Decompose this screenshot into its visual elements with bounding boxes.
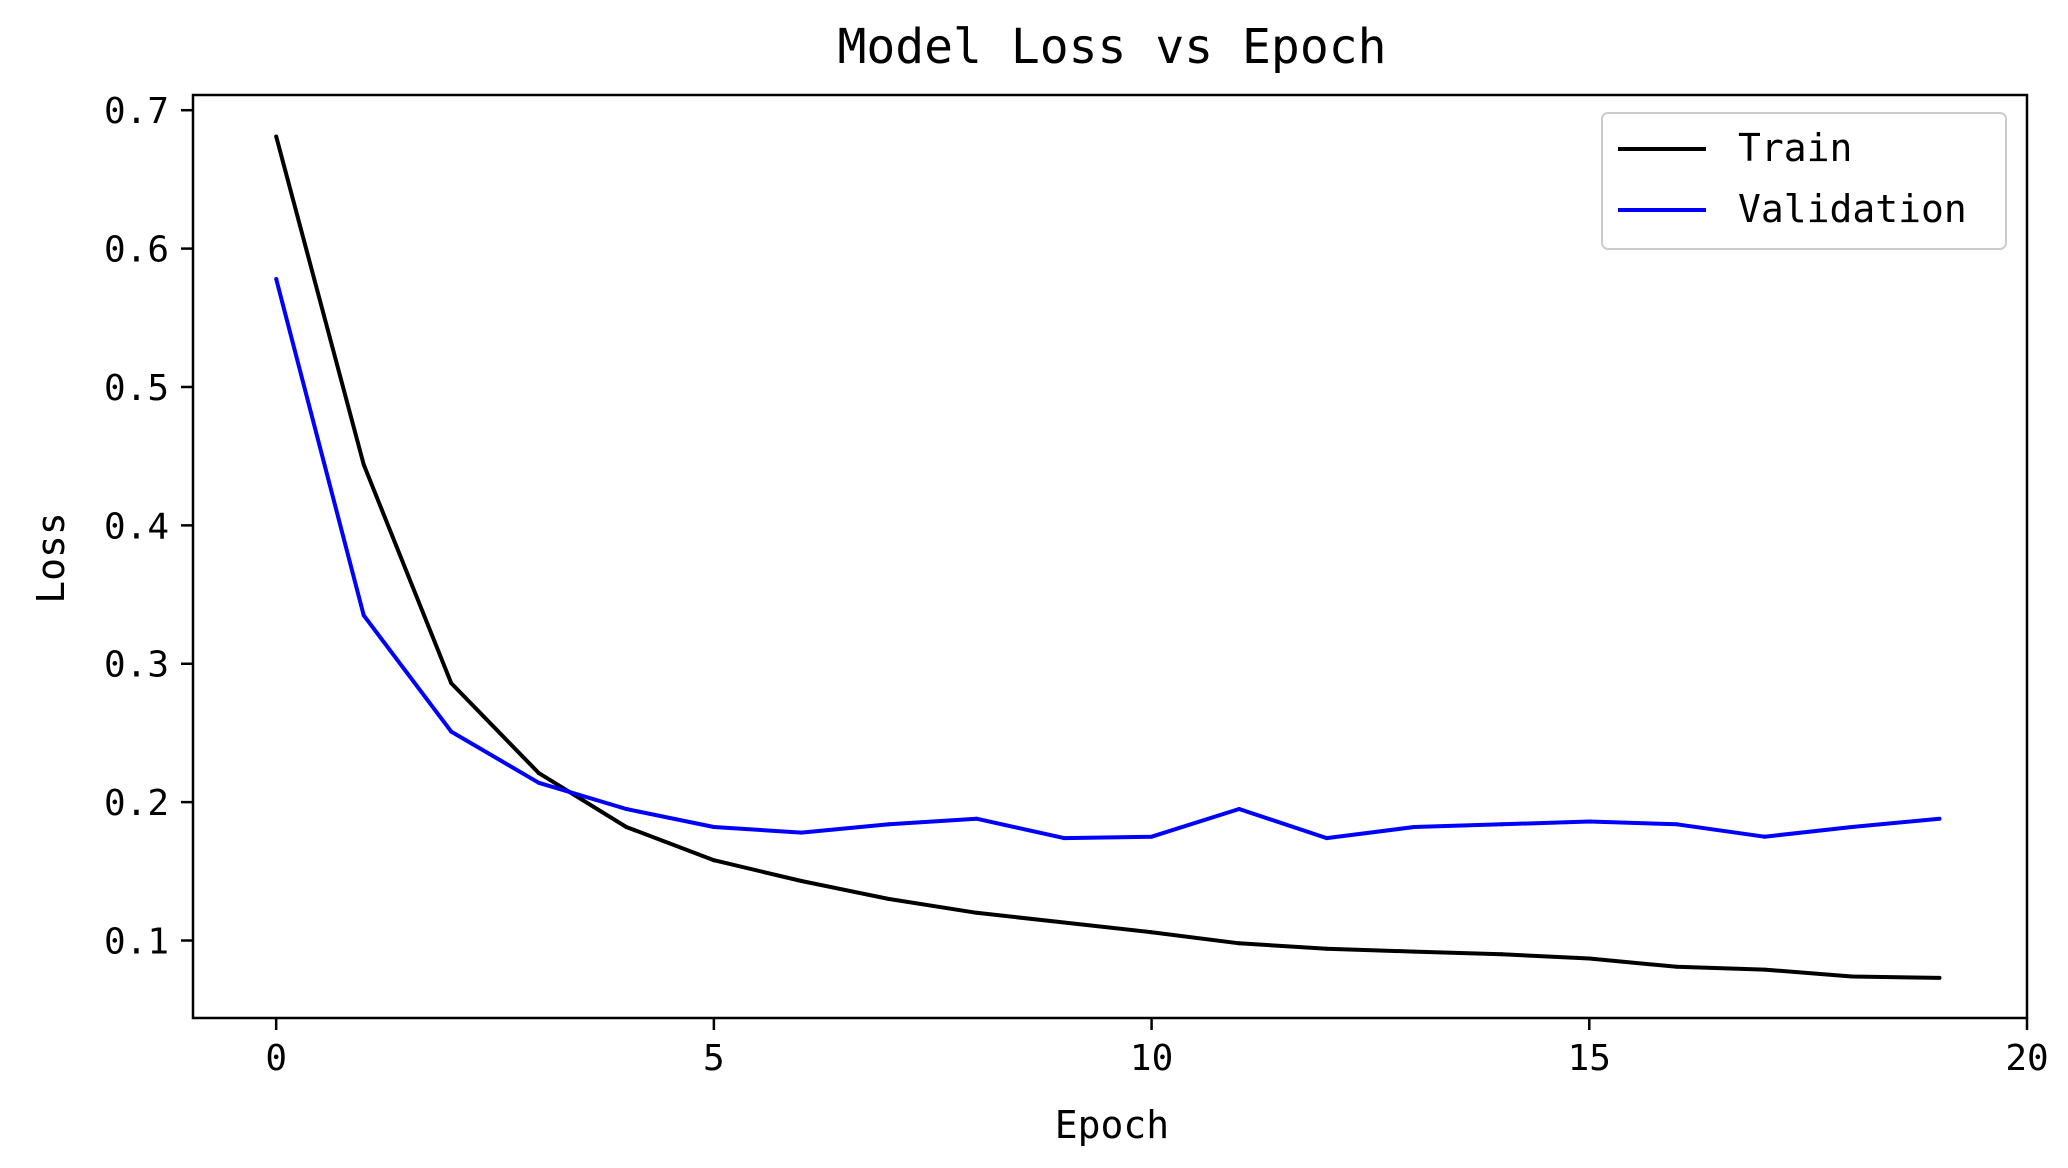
validation-data-point — [799, 830, 804, 835]
train-data-point — [974, 910, 979, 915]
train-data-point — [711, 858, 716, 863]
validation-data-point — [536, 780, 541, 785]
validation-data-point — [1937, 816, 1942, 821]
train-data-point — [1062, 920, 1066, 925]
train-data-point — [274, 134, 279, 139]
train-data-point — [449, 681, 454, 686]
lines-layer — [274, 134, 1942, 980]
y-tick-label: 0.6 — [104, 230, 169, 271]
train-data-point — [536, 771, 541, 776]
validation-data-point — [361, 613, 366, 618]
train-data-point — [1937, 975, 1942, 980]
train-data-point — [624, 825, 629, 829]
validation-data-point — [1149, 834, 1154, 839]
validation-data-point — [887, 822, 891, 827]
x-tick-label: 15 — [1568, 1038, 1611, 1079]
train-data-point — [887, 897, 891, 901]
validation-data-point — [1062, 836, 1066, 841]
train-data-point — [1762, 967, 1767, 972]
train-data-point — [361, 462, 366, 467]
train-data-point — [1149, 930, 1154, 935]
x-tick-label: 10 — [1130, 1038, 1173, 1079]
validation-data-point — [1849, 825, 1854, 829]
y-tick-label: 0.1 — [104, 922, 169, 963]
y-tick-label: 0.4 — [104, 506, 169, 547]
train-data-point — [1499, 952, 1504, 957]
plot-frame — [191, 93, 2029, 1020]
validation-series-line — [274, 278, 1940, 841]
validation-data-point — [1237, 807, 1242, 811]
train-data-point — [799, 879, 804, 883]
validation-data-point — [1762, 834, 1767, 839]
validation-data-point — [1587, 819, 1592, 824]
legend: Train Validation — [1601, 112, 2007, 250]
validation-data-point — [1674, 822, 1679, 827]
chart-title: Model Loss vs Epoch — [837, 19, 1386, 75]
train-data-point — [1237, 941, 1242, 946]
legend-validation-label: Validation — [1738, 187, 1967, 231]
validation-data-point — [1324, 836, 1329, 841]
y-tick-label: 0.5 — [104, 368, 169, 409]
y-tick-label: 0.2 — [104, 783, 169, 824]
validation-data-point — [711, 825, 716, 829]
y-axis-label: Loss — [29, 512, 73, 604]
validation-data-point — [449, 729, 454, 734]
validation-data-point — [1499, 822, 1504, 827]
y-tick-label: 0.3 — [104, 645, 169, 686]
train-series-line — [274, 135, 1940, 980]
train-data-point — [1587, 956, 1592, 961]
y-tick-label: 0.7 — [104, 91, 169, 132]
x-tick-label: 5 — [703, 1038, 725, 1079]
validation-data-point — [624, 807, 629, 811]
train-data-point — [1849, 974, 1854, 979]
ticks-layer: 0 5 10 15 20 0.1 0.2 0.3 0.4 0.5 0.6 0.7 — [104, 91, 2049, 1079]
validation-data-point — [1412, 825, 1417, 829]
x-tick-label: 20 — [2005, 1038, 2048, 1079]
train-data-point — [1674, 964, 1679, 969]
train-data-point — [1412, 949, 1417, 954]
train-data-point — [1324, 946, 1329, 951]
legend-train-label: Train — [1738, 126, 1852, 170]
x-axis-label: Epoch — [1055, 1103, 1169, 1147]
validation-data-point — [974, 816, 979, 821]
x-tick-label: 0 — [265, 1038, 287, 1079]
validation-data-point — [274, 277, 279, 281]
